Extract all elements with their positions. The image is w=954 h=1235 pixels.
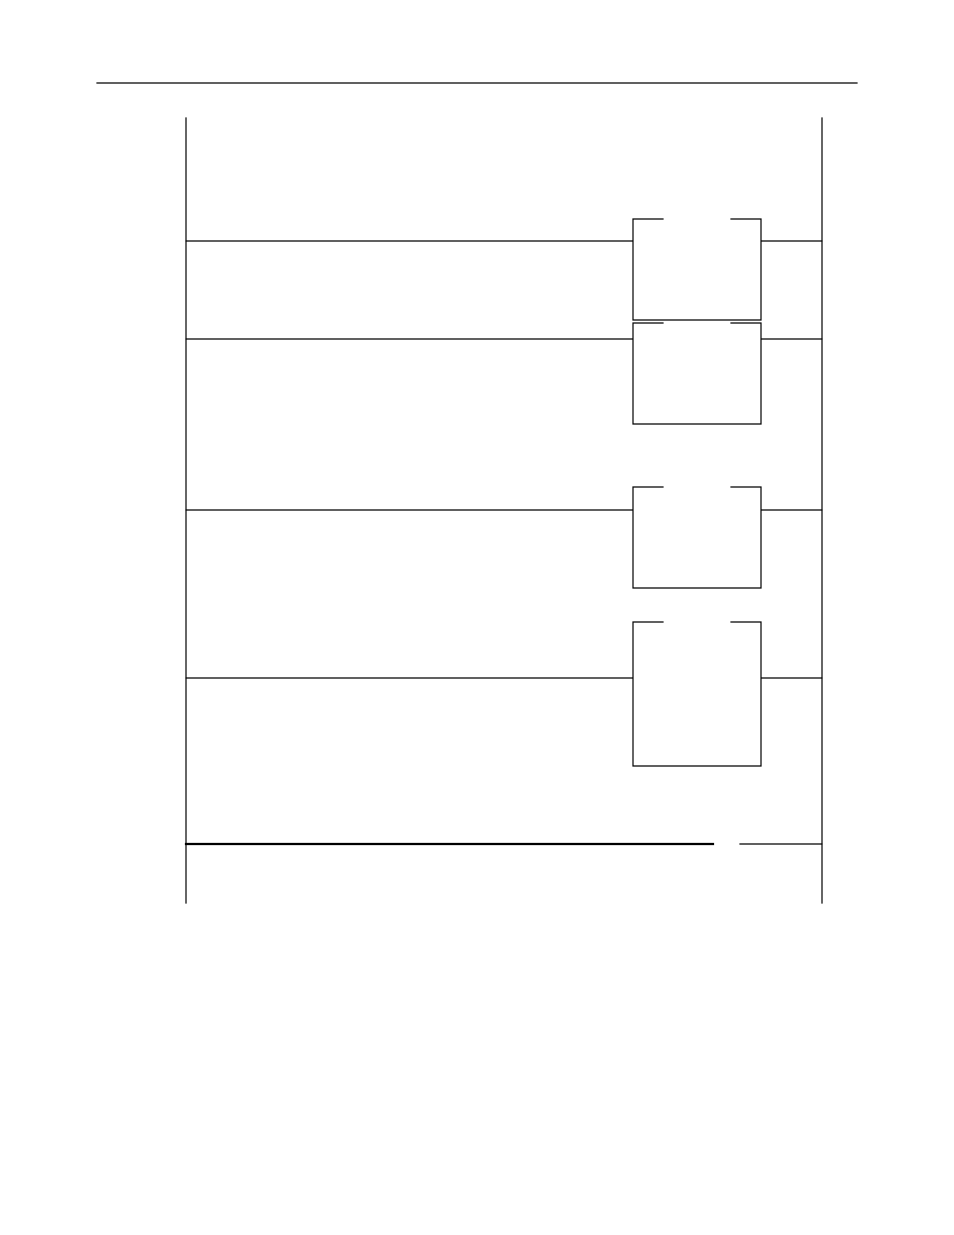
block-1 [633,219,761,320]
block-2 [633,323,761,424]
ladder-diagram [0,0,954,1235]
block-3 [633,487,761,588]
block-4 [633,622,761,766]
